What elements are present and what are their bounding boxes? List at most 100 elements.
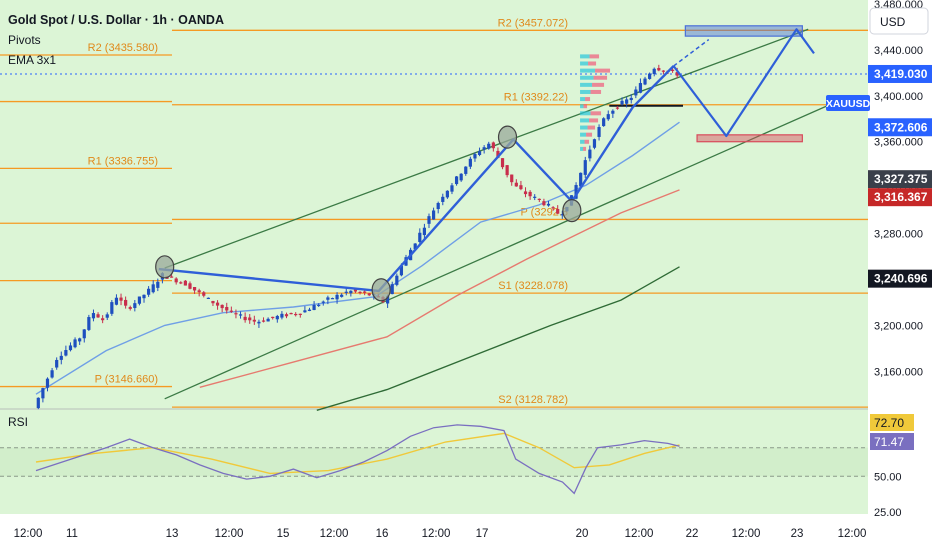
time-tick-12: 12:00 (732, 528, 761, 540)
volume-profile-bar (580, 75, 594, 80)
swing-marker-2 (497, 125, 518, 149)
candle-body (652, 68, 656, 75)
ema-long-line (316, 266, 680, 411)
pivot-label-7: R1 (3392.22) (504, 92, 568, 104)
candle-body (602, 118, 606, 127)
candle-body (431, 210, 436, 220)
candle-body (275, 315, 279, 320)
candle-body (592, 139, 597, 148)
time-tick-2: 13 (166, 528, 179, 540)
time-tick-13: 23 (791, 528, 804, 540)
candle-body (344, 291, 348, 293)
volume-profile-bar (583, 104, 588, 109)
candle-body (491, 142, 495, 149)
candle-body (137, 296, 142, 304)
volume-profile-bar (580, 61, 589, 66)
candle-body (436, 202, 440, 210)
candle-body (220, 304, 224, 309)
rsi-indicator (0, 424, 868, 495)
volume-profile-bar (590, 89, 602, 94)
time-tick-9: 20 (576, 528, 589, 540)
candle-body (413, 243, 417, 250)
candle-body (197, 290, 201, 293)
candle-body (611, 110, 615, 114)
ema-fast-line (35, 121, 680, 395)
candle-body (542, 201, 546, 206)
candle-body (363, 291, 367, 293)
candle-body (615, 107, 620, 109)
candle-body (533, 196, 537, 198)
price-badges: 3,419.030 3,372.606 3,327.375 3,316.367 3,24… (868, 64, 932, 288)
target-zone-1 (696, 134, 803, 143)
price-badge-label-1: 3,372.606 (874, 120, 928, 134)
candle-body (229, 310, 233, 312)
swing-marker-1 (371, 278, 391, 302)
price-badge-4 (868, 269, 932, 288)
volume-profile-bar (580, 111, 591, 116)
candle-body (445, 190, 449, 198)
candle-body (588, 149, 592, 159)
candle-body (675, 72, 679, 76)
candle-body (179, 282, 183, 284)
symbol-tag-label: XAUUSD (826, 98, 871, 110)
candle-body (192, 287, 197, 291)
candle-body (307, 309, 312, 312)
candle-body (73, 339, 77, 348)
pivot-label-2: P (3146.660) (95, 374, 158, 386)
rsi-value-badge-1: 72.70 (870, 414, 914, 431)
price-badge-2 (868, 170, 932, 189)
volume-profile-bar (589, 118, 599, 123)
target-zone-0 (684, 25, 803, 37)
pivot-label-1: R1 (3336.755) (88, 155, 158, 167)
volume-profile-bar (590, 111, 602, 116)
candle-body (579, 172, 583, 187)
candle-body (560, 214, 564, 216)
rsi-label[interactable]: RSI (8, 415, 28, 429)
candle-body (459, 173, 463, 181)
indicator-pivots[interactable]: Pivots (8, 33, 41, 47)
candle-body (124, 299, 128, 306)
volume-profile-bar (585, 97, 591, 102)
volume-profile-bar (584, 139, 590, 144)
volume-profile-bar (580, 104, 584, 109)
swing-marker-3 (562, 198, 582, 223)
candle-body (82, 329, 86, 339)
price-candles (36, 64, 679, 410)
candle-body (271, 316, 275, 319)
candle-body (546, 203, 551, 206)
candle-body (657, 67, 661, 71)
candle-body (119, 297, 123, 301)
time-tick-3: 12:00 (215, 528, 244, 540)
currency-button[interactable]: USD (869, 7, 929, 35)
price-badge-label-0: 3,419.030 (874, 67, 928, 81)
candle-body (174, 278, 178, 283)
candle-body (59, 355, 63, 360)
candle-body (496, 150, 500, 158)
volume-profile-bar (580, 139, 585, 144)
rsi-value-1: 72.70 (874, 416, 904, 430)
candle-body (114, 297, 119, 305)
symbol-tag[interactable]: XAUUSD (826, 95, 871, 111)
volume-profile-bar (595, 68, 611, 73)
candle-body (390, 284, 394, 295)
price-badge-1 (868, 118, 932, 137)
candle-body (477, 151, 482, 156)
pivot-label-10: S2 (3128.782) (498, 394, 568, 406)
price-badge-label-2: 3,327.375 (874, 172, 928, 186)
candle-body (87, 317, 91, 330)
volume-profile-bar (589, 54, 600, 59)
candle-body (211, 300, 215, 304)
price-tick-7: 3,200.000 (874, 320, 923, 332)
candle-body (643, 78, 647, 85)
rsi-value-badge-2: 71.47 (870, 433, 914, 450)
rsi-tick-1: 50.00 (874, 471, 902, 483)
candle-body (386, 296, 390, 304)
candle-body (312, 305, 316, 311)
candle-body (551, 207, 555, 209)
candle-body (606, 114, 610, 120)
indicator-ema[interactable]: EMA 3x1 (8, 53, 56, 67)
candle-body (358, 291, 362, 294)
candle-body (55, 359, 59, 368)
price-tick-2: 3,400.000 (874, 91, 923, 103)
